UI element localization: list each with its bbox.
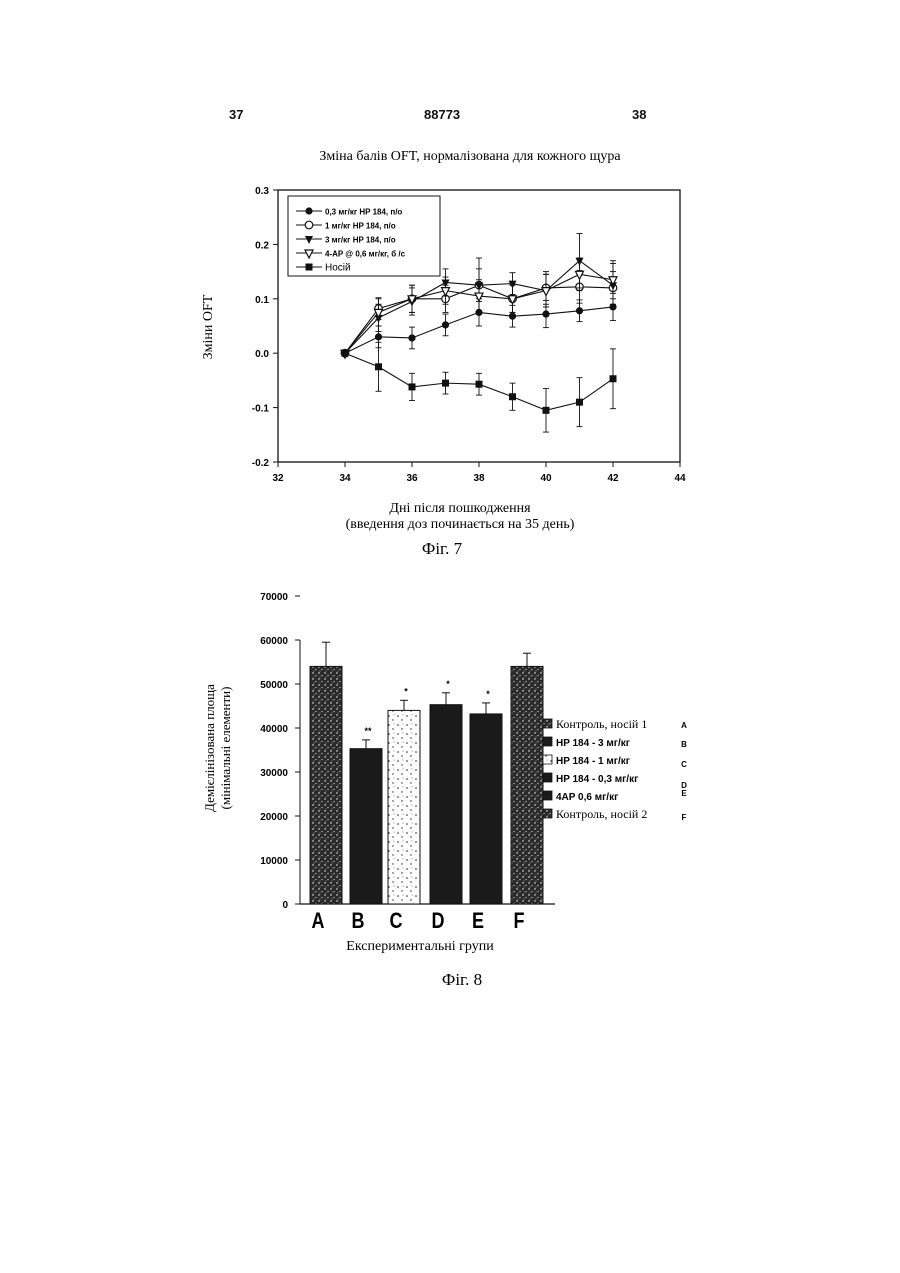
fig8-y-tick-label: 50000 [260, 680, 288, 691]
fig8-significance-mark: * [404, 686, 408, 696]
fig8-bar-C [388, 710, 420, 904]
fig8-legend-swatch [543, 773, 552, 782]
fig7-legend-label: 3 мг/кг HP 184, п/о [325, 236, 396, 245]
fig8-y-tick-label: 10000 [260, 856, 288, 867]
fig7-data-point [509, 313, 516, 320]
fig8-bar-A [310, 666, 342, 904]
fig7-data-point [442, 380, 449, 387]
fig8-legend-swatch [543, 791, 552, 800]
fig7-title: Зміна балів OFT, нормалізована для кожно… [319, 149, 621, 164]
fig8-bar-B [350, 749, 382, 904]
fig7-data-point [509, 393, 516, 400]
fig7-y-tick-label: -0.2 [252, 458, 270, 469]
fig8-significance-mark: ** [364, 726, 372, 736]
fig7-legend-marker [305, 221, 313, 229]
fig8-legend-letter: F [682, 813, 687, 822]
fig8-y-tick-label: 70000 [260, 592, 288, 603]
fig7-data-point [342, 350, 349, 357]
fig7-y-tick-label: 0.0 [255, 349, 269, 360]
fig8-legend-letter: B [681, 740, 687, 749]
fig7-x-tick-label: 40 [540, 473, 552, 484]
fig8-legend-swatch [543, 809, 552, 818]
fig8-y-tick-label: 40000 [260, 724, 288, 735]
fig8-category-label: E [472, 909, 484, 933]
fig7-data-point [476, 381, 483, 388]
fig8-significance-mark: * [486, 689, 490, 699]
fig7-data-point [442, 321, 449, 328]
fig8-legend-label: 4AP 0,6 мг/кг [556, 792, 618, 803]
fig7-legend-label: Носій [325, 263, 351, 274]
fig7-data-point [408, 334, 415, 341]
fig8-x-axis-label: Експериментальні групи [346, 939, 494, 954]
fig7-series-5 [342, 342, 617, 432]
fig7-legend-label: 1 мг/кг HP 184, п/о [325, 222, 396, 231]
fig7-x-tick-label: 38 [473, 473, 485, 484]
fig7-y-axis-label: Зміни OFT [201, 294, 216, 359]
fig8-legend-swatch [543, 755, 552, 764]
fig7-x-tick-label: 44 [674, 473, 686, 484]
fig7-data-point [475, 293, 483, 301]
fig7-data-point [375, 363, 382, 370]
fig7-legend-marker [306, 264, 313, 271]
fig7-x-tick-label: 36 [406, 473, 418, 484]
fig8-y-axis-label-note: (мінімальні елементи) [218, 687, 233, 810]
fig7-legend: 0,3 мг/кг HP 184, п/о 1 мг/кг HP 184, п/о… [288, 196, 440, 276]
fig8-y-axis-label: Демієлінізована площа [202, 684, 217, 812]
fig8-category-label: F [514, 909, 525, 933]
figure-8-bar-chart: Демієлінізована площа (мінімальні елемен… [0, 570, 900, 1010]
fig8-bar-E [470, 714, 502, 904]
fig8-legend-swatch [543, 737, 552, 746]
figure-7-line-chart: Зміна балів OFT, нормалізована для кожно… [0, 0, 900, 570]
fig8-y-tick-label: 60000 [260, 636, 288, 647]
fig7-legend-label: 0,3 мг/кг HP 184, п/о [325, 208, 402, 217]
fig8-y-tick-label: 30000 [260, 768, 288, 779]
fig8-legend-swatch [543, 719, 552, 728]
fig7-data-point [375, 333, 382, 340]
fig8-caption: Фіг. 8 [442, 970, 482, 989]
fig7-caption: Фіг. 7 [422, 539, 463, 558]
fig8-category-label: A [312, 909, 325, 933]
fig8-y-tick-label: 0 [282, 900, 288, 911]
fig8-bar-D [430, 705, 462, 904]
fig7-x-tick-label: 42 [607, 473, 619, 484]
fig8-legend-label: HP 184 - 0,3 мг/кг [556, 774, 638, 785]
fig8-bar-F [511, 666, 543, 904]
fig7-y-tick-label: 0.3 [255, 186, 269, 197]
fig7-data-point [610, 375, 617, 382]
fig7-data-point [576, 399, 583, 406]
fig8-legend-letter: E [681, 789, 687, 798]
fig7-data-point [543, 407, 550, 414]
fig7-legend-marker [305, 207, 312, 214]
fig7-y-tick-label: -0.1 [252, 404, 270, 415]
fig8-legend-letter: A [681, 721, 687, 730]
fig7-x-tick-label: 32 [272, 473, 284, 484]
fig7-x-axis-label-note: (введення доз починається на 35 день) [346, 517, 575, 532]
fig8-category-label: D [432, 909, 445, 933]
fig8-legend-label: HP 184 - 1 мг/кг [556, 756, 630, 767]
fig8-category-label: C [390, 909, 403, 933]
fig7-y-tick-label: 0.2 [255, 240, 269, 251]
fig7-x-tick-label: 34 [339, 473, 351, 484]
fig8-y-tick-label: 20000 [260, 812, 288, 823]
fig8-category-label: B [352, 909, 365, 933]
fig8-significance-mark: * [446, 679, 450, 689]
fig8-legend-label: HP 184 - 3 мг/кг [556, 738, 630, 749]
fig7-data-point [542, 310, 549, 317]
fig7-y-tick-label: 0.1 [255, 295, 269, 306]
fig8-legend: Контроль, носій 1 A HP 184 - 3 мг/кг B HP 18… [543, 717, 687, 822]
fig8-legend-label: Контроль, носій 2 [556, 807, 647, 821]
fig7-data-point [409, 383, 416, 390]
fig7-legend-label: 4-AP @ 0,6 мг/кг, б /с [325, 250, 406, 259]
fig8-legend-letter: C [681, 760, 687, 769]
fig7-x-axis-label: Дні після пошкодження [389, 501, 531, 516]
fig7-data-point [576, 307, 583, 314]
fig8-legend-label: Контроль, носій 1 [556, 717, 647, 731]
